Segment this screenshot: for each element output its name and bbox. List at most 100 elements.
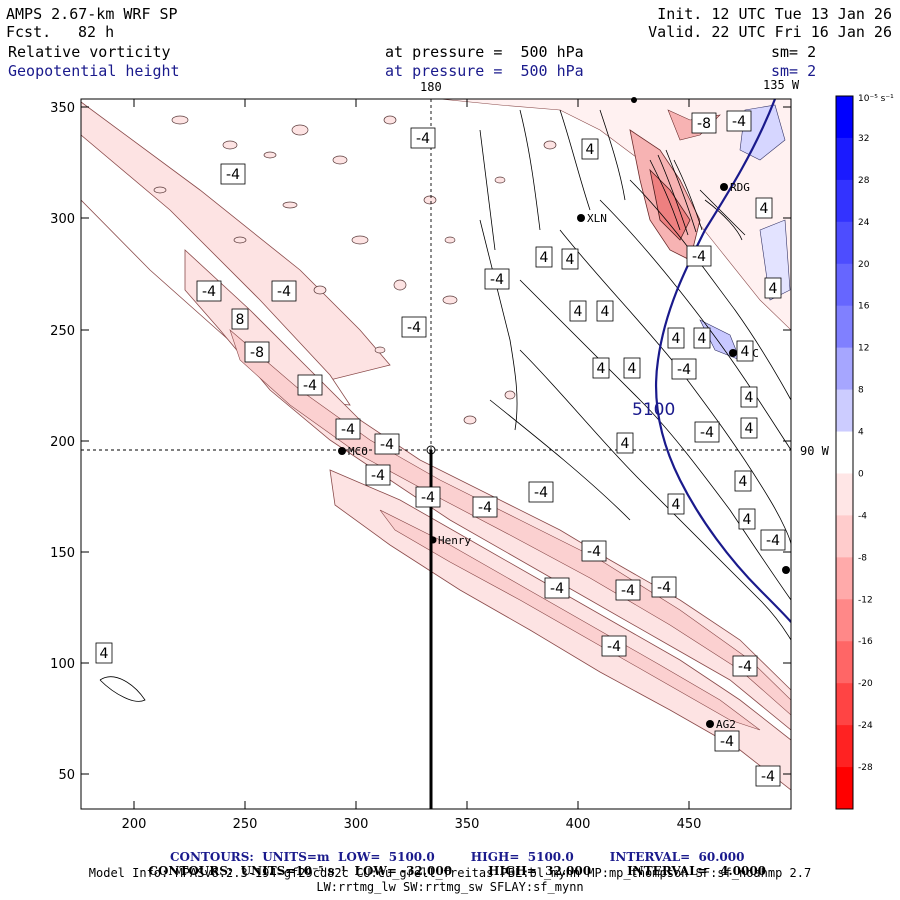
- contour-value-label: 4: [616, 432, 634, 454]
- colorbar-tick-label: -28: [858, 763, 873, 773]
- station-mco-label: MCO: [348, 445, 368, 458]
- contours2-c: INTERVAL= 4.0000: [627, 864, 767, 878]
- contour-value-label: -4: [671, 358, 697, 380]
- contour-value-label: -4: [401, 316, 427, 338]
- contour-value-label: -4: [365, 464, 391, 486]
- colorbar-tick-label: 12: [858, 344, 869, 354]
- svg-text:-4: -4: [738, 659, 752, 675]
- forecast-hours: 82 h: [78, 23, 115, 41]
- svg-text:-4: -4: [226, 167, 240, 183]
- colorbar-swatch: [836, 683, 853, 726]
- y-tick-label: 50: [58, 768, 75, 783]
- svg-text:4: 4: [100, 646, 109, 662]
- svg-text:4: 4: [597, 361, 606, 377]
- contour-value-label: -4: [686, 245, 712, 267]
- contour-value-label: -4: [726, 110, 752, 132]
- colorbar-tick-label: 28: [858, 176, 870, 186]
- svg-text:-4: -4: [607, 639, 621, 655]
- contour-value-label: -4: [714, 730, 740, 752]
- station-marker: [782, 566, 790, 574]
- svg-text:-4: -4: [478, 500, 492, 516]
- colorbar-swatch: [836, 599, 853, 642]
- contour-value-label: 4: [592, 357, 610, 379]
- svg-text:4: 4: [621, 436, 630, 452]
- contour-value-label: 4: [623, 357, 641, 379]
- field2-name: Geopotential height: [8, 62, 180, 80]
- colorbar-tick-label: -8: [858, 553, 867, 563]
- contour-value-label: -4: [415, 486, 441, 508]
- svg-text:4: 4: [601, 304, 610, 320]
- field1-level: at pressure = 500 hPa: [385, 43, 584, 61]
- svg-text:4: 4: [698, 331, 707, 347]
- svg-text:4: 4: [743, 512, 752, 528]
- contour-value-label: 4: [755, 197, 773, 219]
- contour-value-label: -8: [691, 112, 717, 134]
- station-rdg-label: RDG: [730, 181, 750, 194]
- colorbar-tick-label: 16: [858, 302, 870, 312]
- svg-text:4: 4: [739, 474, 748, 490]
- colorbar-swatch: [836, 221, 853, 265]
- contour-value-label: -4: [410, 127, 436, 149]
- field1-name: Relative vorticity: [8, 43, 171, 61]
- colorbar-tick-label: 4: [858, 428, 864, 438]
- y-axis: 350 300 250 200 150 100 50: [50, 101, 791, 783]
- colorbar-swatch: [836, 725, 853, 768]
- contour-value-label: -4: [374, 433, 400, 455]
- colorbar-tick-label: 32: [858, 134, 869, 144]
- svg-text:-4: -4: [421, 490, 435, 506]
- colorbar-swatch: [836, 96, 853, 139]
- colorbar-swatch: [836, 767, 853, 810]
- contour-value-label: -8: [244, 341, 270, 363]
- colorbar-tick-label: -20: [858, 679, 873, 689]
- svg-text:-4: -4: [692, 249, 706, 265]
- svg-text:4: 4: [741, 344, 750, 360]
- colorbar-tick-label: 24: [858, 218, 870, 228]
- contours1-c: INTERVAL= 60.000: [609, 850, 745, 864]
- svg-text:4: 4: [760, 201, 769, 217]
- forecast-label: Fcst.: [6, 23, 52, 41]
- colorbar-swatch: [836, 515, 853, 558]
- contours1-a: CONTOURS: UNITS=m LOW= 5100.0: [169, 850, 435, 864]
- y-tick-label: 350: [50, 101, 75, 116]
- svg-text:4: 4: [745, 390, 754, 406]
- colorbar-swatch: [836, 557, 853, 600]
- contour-value-label: 4: [667, 493, 685, 515]
- contour-value-label: -4: [760, 529, 786, 551]
- svg-text:-4: -4: [677, 362, 691, 378]
- contour-value-label: 4: [734, 470, 752, 492]
- contour-value-label: 4: [596, 300, 614, 322]
- field1-smoothing: sm= 2: [771, 43, 817, 61]
- station-mco-marker: [338, 447, 346, 455]
- y-tick-label: 100: [50, 657, 75, 672]
- svg-text:-4: -4: [490, 272, 504, 288]
- x-tick-label: 300: [344, 817, 369, 832]
- svg-text:-4: -4: [534, 485, 548, 501]
- contour-value-label: 4: [535, 246, 553, 268]
- svg-text:4: 4: [628, 361, 637, 377]
- field2-smoothing: sm= 2: [771, 62, 817, 80]
- station-henry-label: Henry: [438, 534, 471, 547]
- x-tick-label: 450: [677, 817, 702, 832]
- contour-value-label: 8: [231, 308, 249, 330]
- svg-text:-4: -4: [550, 581, 564, 597]
- svg-text:8: 8: [236, 312, 245, 328]
- contour-value-label: 4: [581, 138, 599, 160]
- contour-value-label: 4: [736, 340, 754, 362]
- colorbar: 10⁻⁵ s⁻¹ 32 28 24 20 16 12 8 4 0 -4 -8 -12 -16 -20 -24…: [835, 94, 894, 810]
- svg-text:4: 4: [769, 281, 778, 297]
- colorbar-tick-label: 0: [858, 469, 864, 479]
- y-tick-label: 300: [50, 212, 75, 227]
- contour-value-label: -4: [335, 418, 361, 440]
- svg-text:-4: -4: [621, 583, 635, 599]
- contour-value-label: -4: [601, 635, 627, 657]
- y-tick-label: 200: [50, 435, 75, 450]
- contour-value-label: 4: [693, 327, 711, 349]
- contour-value-label: 4: [738, 508, 756, 530]
- colorbar-swatch: [836, 473, 853, 516]
- station-henry-marker: [429, 536, 437, 544]
- meridian-90w-label: 90 W: [800, 444, 830, 458]
- colorbar-swatch: [836, 179, 853, 223]
- svg-text:4: 4: [745, 421, 754, 437]
- contour-value-label: 4: [764, 277, 782, 299]
- x-tick-label: 400: [566, 817, 591, 832]
